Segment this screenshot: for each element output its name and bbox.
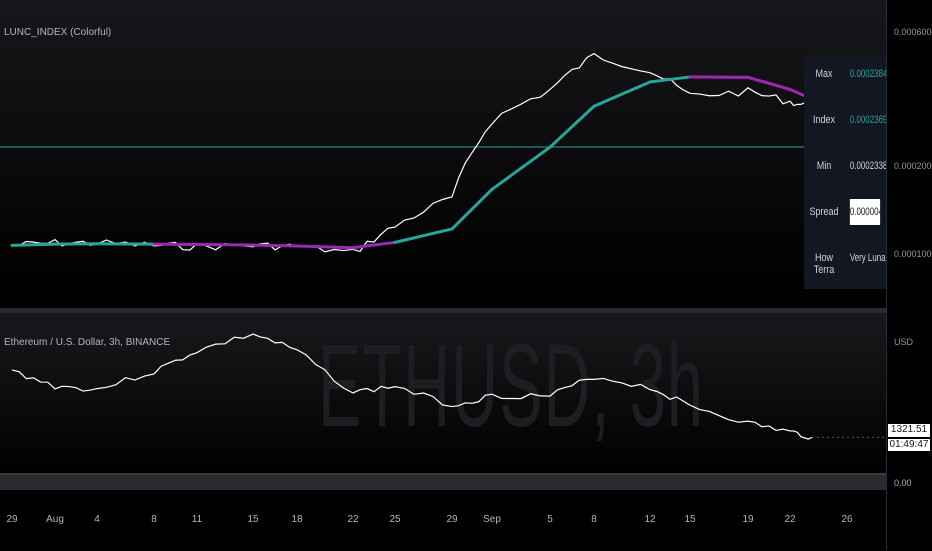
- ma-segment: [650, 77, 690, 82]
- time-tick: 15: [684, 514, 695, 525]
- price-axis[interactable]: [886, 0, 932, 550]
- indicator-axis-label: 0.00: [894, 478, 912, 488]
- time-tick: 4: [94, 514, 100, 525]
- stats-value: 0.00023841: [850, 68, 880, 80]
- ma-segment: [297, 246, 353, 248]
- time-tick: 26: [841, 514, 852, 525]
- ma-segment: [197, 244, 253, 245]
- stats-table: Max 0.00023841 Index 0.00023696 Min 0.0002338…: [804, 55, 886, 289]
- time-tick: 11: [192, 514, 202, 525]
- ma-segment: [492, 147, 550, 189]
- last-price-tag: 1321.51: [888, 424, 930, 437]
- stats-row: Index 0.00023696: [804, 105, 886, 135]
- time-tick: 19: [742, 514, 753, 525]
- stats-value: Very Luna: [850, 252, 880, 264]
- stats-value: 0.00023387: [850, 160, 880, 172]
- axis-unit-label: USD: [894, 337, 913, 347]
- stats-value: 0.00023696: [850, 114, 880, 126]
- ma-segment: [550, 106, 594, 147]
- price-label: 0.00020000: [894, 161, 932, 171]
- ma-segment: [353, 242, 395, 247]
- ma-segment: [12, 244, 55, 245]
- ma-segment: [748, 77, 790, 89]
- stats-label: Spread: [808, 206, 841, 218]
- stats-label: Max: [808, 68, 841, 80]
- countdown-tag: 01:49:47: [888, 439, 930, 451]
- ethusd-legend[interactable]: Ethereum / U.S. Dollar, 3h, BINANCE: [4, 337, 170, 348]
- stats-row: Spread 0.00000454: [804, 197, 886, 227]
- price-label: 0.00010000: [894, 249, 932, 259]
- stats-row: How Terra Very Luna: [804, 243, 886, 273]
- stats-label: How Terra: [808, 252, 841, 276]
- ma-segment: [395, 229, 452, 242]
- index-line: [12, 54, 812, 252]
- time-tick: 29: [446, 514, 457, 525]
- ma-segment: [594, 82, 650, 106]
- stats-row: Min 0.00023387: [804, 151, 886, 181]
- stats-label: Index: [808, 114, 841, 126]
- time-tick: 18: [291, 514, 302, 525]
- time-tick: Sep: [483, 514, 501, 525]
- stats-label: Min: [808, 160, 841, 172]
- time-tick: 25: [389, 514, 400, 525]
- time-tick: 5: [547, 514, 553, 525]
- time-tick: 22: [347, 514, 358, 525]
- time-tick: Aug: [46, 514, 64, 525]
- chart-canvas[interactable]: [0, 0, 886, 489]
- time-tick: 22: [784, 514, 795, 525]
- time-tick: 29: [6, 514, 17, 525]
- time-tick: 8: [151, 514, 157, 525]
- time-tick: 15: [247, 514, 258, 525]
- time-tick: 12: [644, 514, 655, 525]
- ma-segment: [452, 189, 492, 229]
- time-tick: 8: [591, 514, 597, 525]
- ma-segment: [253, 245, 297, 246]
- price-label: 0.00060000: [894, 27, 932, 37]
- index-legend[interactable]: LUNC_INDEX (Colorful): [4, 27, 111, 38]
- ethusd-line: [12, 334, 812, 439]
- stats-value: 0.00000454: [850, 199, 880, 225]
- stats-row: Max 0.00023841: [804, 59, 886, 89]
